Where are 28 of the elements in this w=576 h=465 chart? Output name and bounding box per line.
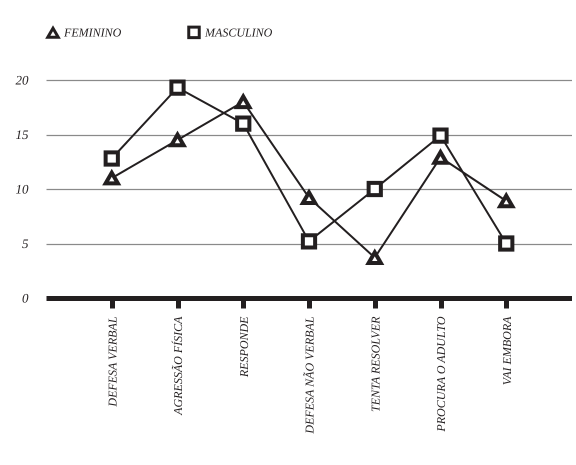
point <box>235 115 252 132</box>
y-tick-label: 0 <box>22 290 29 306</box>
x-tick-label: PROCURA O ADULTO <box>434 316 448 433</box>
point <box>366 180 383 198</box>
point <box>432 150 449 165</box>
point <box>432 127 449 144</box>
x-tick-label: TENTA RESOLVER <box>368 316 382 412</box>
x-tick-label: AGRESSÃO FÍSICA <box>171 316 185 416</box>
y-tick-label: 10 <box>16 182 29 196</box>
point <box>104 150 120 167</box>
x-tick-label: VAI EMBORA <box>500 316 514 386</box>
point <box>366 250 383 265</box>
y-tick-label: 5 <box>22 236 29 251</box>
x-tick-label: RESPONDE <box>236 316 251 378</box>
point <box>235 94 252 110</box>
point <box>300 190 318 206</box>
point <box>498 235 514 252</box>
point <box>498 194 514 208</box>
y-tick-label: 20 <box>16 72 29 88</box>
point <box>300 233 318 250</box>
point <box>169 132 186 148</box>
legend-label: MASCULINO <box>204 25 273 40</box>
x-tick-label: DEFESA VERBAL <box>105 316 120 408</box>
point <box>169 80 186 96</box>
x-tick-label: DEFESA NÃO VERBAL <box>302 316 316 435</box>
legend-label: FEMININO <box>63 26 122 40</box>
y-tick-label: 15 <box>16 127 29 142</box>
point <box>104 170 120 186</box>
